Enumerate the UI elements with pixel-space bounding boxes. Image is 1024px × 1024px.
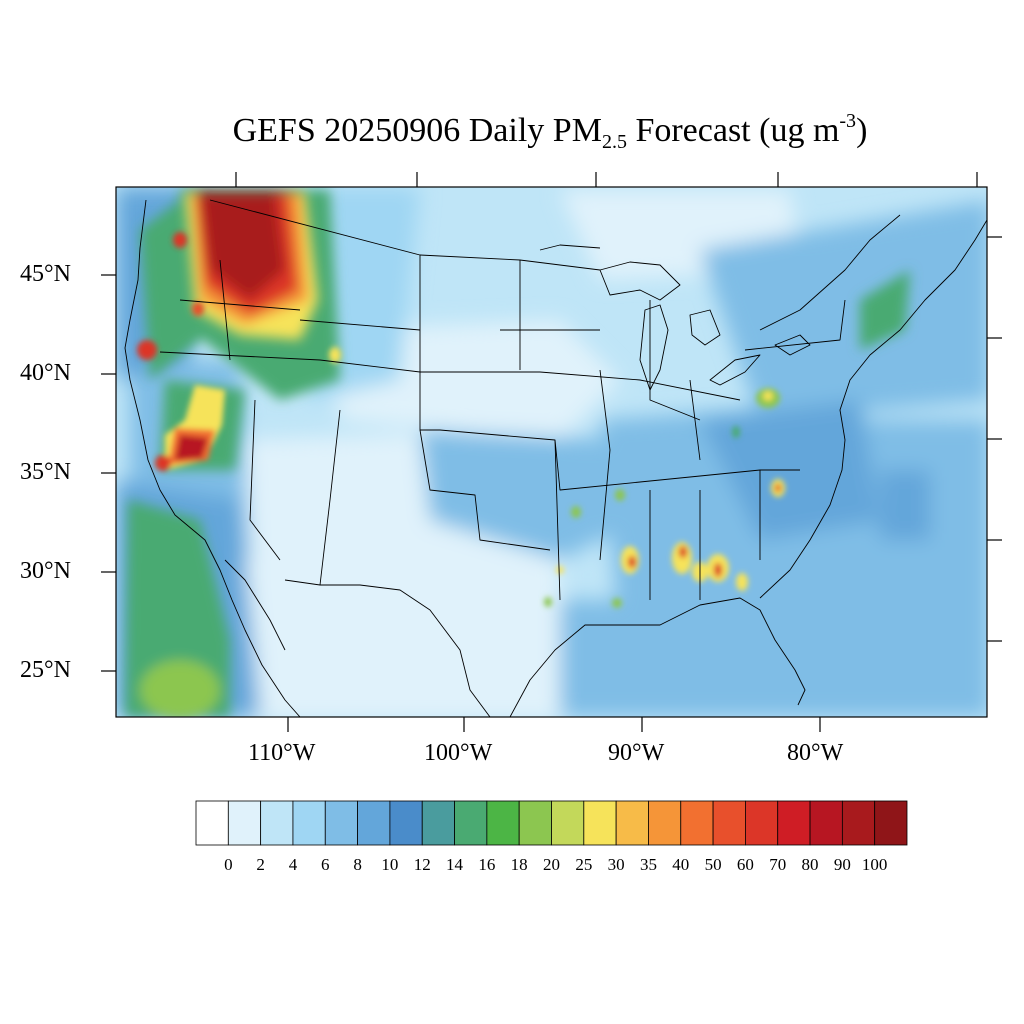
lat-label-35n: 35°N: [20, 459, 71, 485]
colorbar: [195, 800, 908, 846]
colorbar-swatch: [389, 800, 423, 846]
colorbar-tick-label: 35: [639, 855, 657, 874]
colorbar-swatch: [357, 800, 391, 846]
colorbar-tick-label: 70: [769, 855, 787, 874]
map-boundaries: [124, 199, 987, 717]
colorbar-swatch: [454, 800, 488, 846]
pm25-field: [116, 187, 987, 717]
colorbar-tick-label: 80: [801, 855, 819, 874]
top-ticks: [235, 172, 978, 187]
left-ticks: [101, 274, 116, 672]
colorbar-swatch: [712, 800, 746, 846]
lat-label-25n: 25°N: [20, 657, 71, 683]
lon-label-100w: 100°W: [424, 740, 493, 766]
map-frame: [115, 186, 988, 718]
colorbar-swatch: [841, 800, 876, 846]
colorbar-tick-label: 16: [478, 855, 496, 874]
colorbar-swatch: [874, 800, 908, 846]
colorbar-tick-label: 40: [672, 855, 690, 874]
colorbar-swatch: [551, 800, 585, 846]
colorbar-swatch: [648, 800, 682, 846]
lat-label-30n: 30°N: [20, 558, 71, 584]
colorbar-tick-label: 90: [833, 855, 851, 874]
colorbar-tick-label: 30: [607, 855, 625, 874]
colorbar-swatch: [486, 800, 520, 846]
map-title: GEFS 20250906 Daily PM2.5 Forecast (ug m…: [232, 110, 868, 153]
colorbar-swatch: [421, 800, 455, 846]
colorbar-tick-label: 50: [704, 855, 722, 874]
california-smoke: [137, 232, 341, 471]
colorbar-tick-label: 0: [224, 855, 233, 874]
colorbar-swatch: [615, 800, 649, 846]
colorbar-swatch: [324, 800, 358, 846]
lat-label-40n: 40°N: [20, 360, 71, 386]
colorbar-swatch: [260, 800, 294, 846]
right-ticks: [987, 236, 1002, 642]
lon-label-90w: 90°W: [608, 740, 665, 766]
bottom-ticks: [287, 717, 821, 732]
southeast-smoke: [544, 388, 785, 608]
colorbar-tick-label: 4: [288, 855, 298, 874]
colorbar-tick-label: 8: [353, 855, 362, 874]
lat-label-45n: 45°N: [20, 261, 71, 287]
colorbar-tick-label: 100: [861, 855, 888, 874]
colorbar-swatch: [195, 800, 229, 846]
colorbar-tick-label: 6: [321, 855, 330, 874]
colorbar-tick-label: 20: [543, 855, 560, 874]
colorbar-swatch: [583, 800, 617, 846]
colorbar-tick-label: 25: [575, 855, 593, 874]
colorbar-swatch: [809, 800, 843, 846]
colorbar-swatch: [680, 800, 714, 846]
colorbar-swatch: [292, 800, 326, 846]
colorbar-tick-label: 12: [413, 855, 431, 874]
colorbar-tick-label: 18: [510, 855, 528, 874]
lon-label-110w: 110°W: [248, 740, 316, 766]
colorbar-tick-label: 10: [381, 855, 399, 874]
lon-label-80w: 80°W: [787, 740, 844, 766]
colorbar-swatch: [518, 800, 552, 846]
colorbar-tick-label: 14: [446, 855, 464, 874]
colorbar-tick-label: 60: [736, 855, 754, 874]
colorbar-swatch: [227, 800, 262, 846]
colorbar-swatch: [777, 800, 811, 846]
colorbar-tick-label: 2: [256, 855, 265, 874]
colorbar-swatch: [745, 800, 779, 846]
